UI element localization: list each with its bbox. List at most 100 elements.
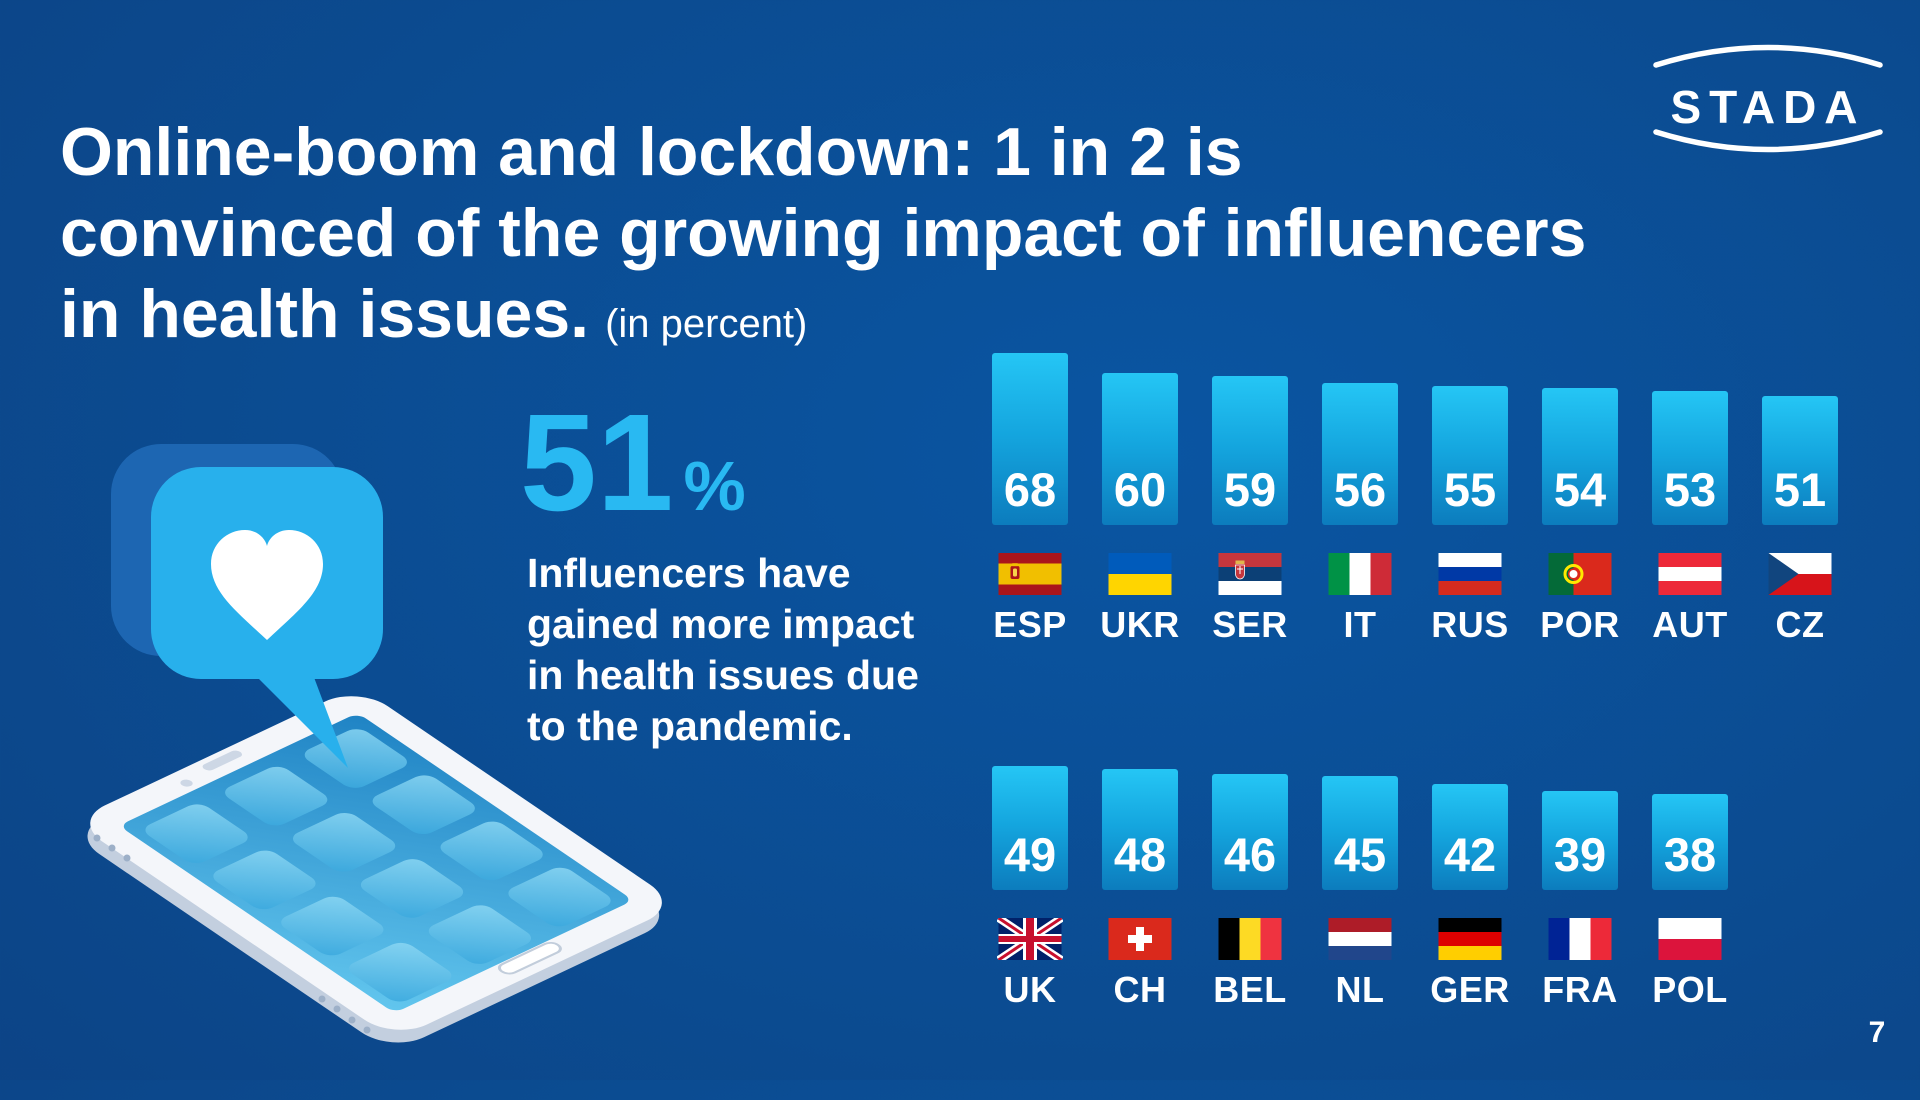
bar-value-label: 42 — [1443, 828, 1497, 881]
stat-description: Influencers have gained more impact in h… — [527, 548, 919, 752]
chart-column-it: 56 IT — [1305, 353, 1415, 646]
chart-column-nl: 45 NL — [1305, 766, 1415, 1011]
bar-esp: 68 — [992, 353, 1068, 525]
chart-column-uk: 49 UK — [975, 766, 1085, 1011]
bar-bel: 46 — [1212, 774, 1288, 890]
country-code-label: CH — [1113, 969, 1167, 1010]
bar-value-label: 53 — [1663, 463, 1717, 516]
chart-column-ger: 42 GER — [1415, 766, 1525, 1011]
page-title: Online-boom and lockdown: 1 in 2 is conv… — [60, 112, 1586, 365]
stat-description-line: Influencers have — [527, 550, 851, 596]
country-code-label: FRA — [1542, 969, 1618, 1010]
chart-column-fra: 39 FRA — [1525, 766, 1635, 1011]
flag-ser-icon — [1217, 553, 1283, 595]
country-code-label: POL — [1652, 969, 1728, 1010]
country-code-label: IT — [1343, 604, 1377, 645]
title-unit-note: (in percent) — [605, 301, 808, 346]
logo-text: STADA — [1670, 81, 1865, 133]
chart-column-esp: 68 ESP — [975, 353, 1085, 646]
bar-nl: 45 — [1322, 776, 1398, 890]
earpiece-slot — [202, 750, 243, 771]
flag-esp-icon — [997, 553, 1063, 595]
country-code-label: GER — [1430, 969, 1510, 1010]
flag-ukr-icon — [1107, 553, 1173, 595]
stat-percent-sign: % — [683, 447, 746, 525]
like-bubble-icon — [111, 444, 383, 768]
bar-rus: 55 — [1432, 386, 1508, 525]
logo-bottom-arc — [1653, 129, 1883, 153]
bar-por: 54 — [1542, 388, 1618, 525]
chart-column-pol: 38 POL — [1635, 766, 1745, 1011]
home-button — [497, 941, 562, 975]
flag-rus-icon — [1437, 553, 1503, 595]
camera-dot — [180, 779, 193, 787]
stat-number: 51 — [520, 386, 674, 540]
country-code-label: SER — [1212, 604, 1288, 645]
page-number: 7 — [1868, 1016, 1886, 1049]
bar-value-label: 55 — [1443, 463, 1497, 516]
chart-column-ch: 48 CH — [1085, 766, 1195, 1011]
bar-value-label: 56 — [1333, 463, 1387, 516]
stat-description-line: to the pandemic. — [527, 703, 853, 749]
flag-pol-icon — [1657, 918, 1723, 960]
chart-column-ser: 59 SER — [1195, 353, 1305, 646]
country-code-label: AUT — [1652, 604, 1728, 645]
bar-row-2: 49 UK 48 CH 46 BEL 45 NL 42 GER 39 FRA 38 POL — [975, 766, 1745, 1011]
chart-column-aut: 53 AUT — [1635, 353, 1745, 646]
bar-value-label: 54 — [1553, 463, 1607, 516]
title-line-3-text: in health issues. — [60, 275, 590, 352]
bar-value-label: 39 — [1553, 828, 1607, 881]
flag-ch-icon — [1107, 918, 1173, 960]
title-line-1: Online-boom and lockdown: 1 in 2 is — [60, 113, 1243, 190]
port-dots — [93, 834, 371, 1034]
stat-description-line: gained more impact — [527, 601, 915, 647]
bar-pol: 38 — [1652, 794, 1728, 890]
chart-column-cz: 51 CZ — [1745, 353, 1855, 646]
flag-aut-icon — [1657, 553, 1723, 595]
bar-value-label: 68 — [1003, 463, 1057, 516]
country-code-label: POR — [1540, 604, 1620, 645]
country-code-label: UK — [1003, 969, 1057, 1010]
title-line-2: convinced of the growing impact of influ… — [60, 194, 1587, 271]
bar-value-label: 51 — [1773, 463, 1827, 516]
app-grid — [145, 729, 611, 1002]
bar-row-1: 68 ESP 60 UKR 59 SER 56 IT 55 RUS 54 POR 53 AUT 51 CZ — [975, 353, 1855, 646]
bar-ukr: 60 — [1102, 373, 1178, 525]
chart-column-ukr: 60 UKR — [1085, 353, 1195, 646]
phone-illustration — [87, 444, 662, 1043]
bar-value-label: 59 — [1223, 463, 1277, 516]
bar-uk: 49 — [992, 766, 1068, 890]
flag-it-icon — [1327, 553, 1393, 595]
bar-value-label: 38 — [1663, 828, 1717, 881]
country-code-label: NL — [1335, 969, 1385, 1010]
bar-cz: 51 — [1762, 396, 1838, 525]
country-code-label: UKR — [1100, 604, 1180, 645]
chart-column-por: 54 POR — [1525, 353, 1635, 646]
title-line-3: in health issues. (in percent) — [60, 274, 1586, 365]
stat-value: 51% — [520, 394, 746, 532]
stat-description-line: in health issues due — [527, 652, 919, 698]
smartphone — [87, 696, 662, 1043]
stada-logo: STADA — [1653, 44, 1883, 153]
bar-fra: 39 — [1542, 791, 1618, 890]
bar-ser: 59 — [1212, 376, 1288, 525]
flag-ger-icon — [1437, 918, 1503, 960]
bar-value-label: 48 — [1113, 828, 1167, 881]
flag-fra-icon — [1547, 918, 1613, 960]
heart-icon — [211, 530, 323, 640]
bar-value-label: 49 — [1003, 828, 1057, 881]
bar-value-label: 46 — [1223, 828, 1277, 881]
logo-top-arc — [1653, 44, 1883, 68]
country-code-label: CZ — [1775, 604, 1825, 645]
bar-it: 56 — [1322, 383, 1398, 525]
country-code-label: RUS — [1431, 604, 1509, 645]
flag-bel-icon — [1217, 918, 1283, 960]
country-code-label: BEL — [1213, 969, 1287, 1010]
flag-por-icon — [1547, 553, 1613, 595]
country-code-label: ESP — [993, 604, 1067, 645]
flag-cz-icon — [1767, 553, 1833, 595]
chart-column-rus: 55 RUS — [1415, 353, 1525, 646]
flag-nl-icon — [1327, 918, 1393, 960]
bar-ger: 42 — [1432, 784, 1508, 890]
